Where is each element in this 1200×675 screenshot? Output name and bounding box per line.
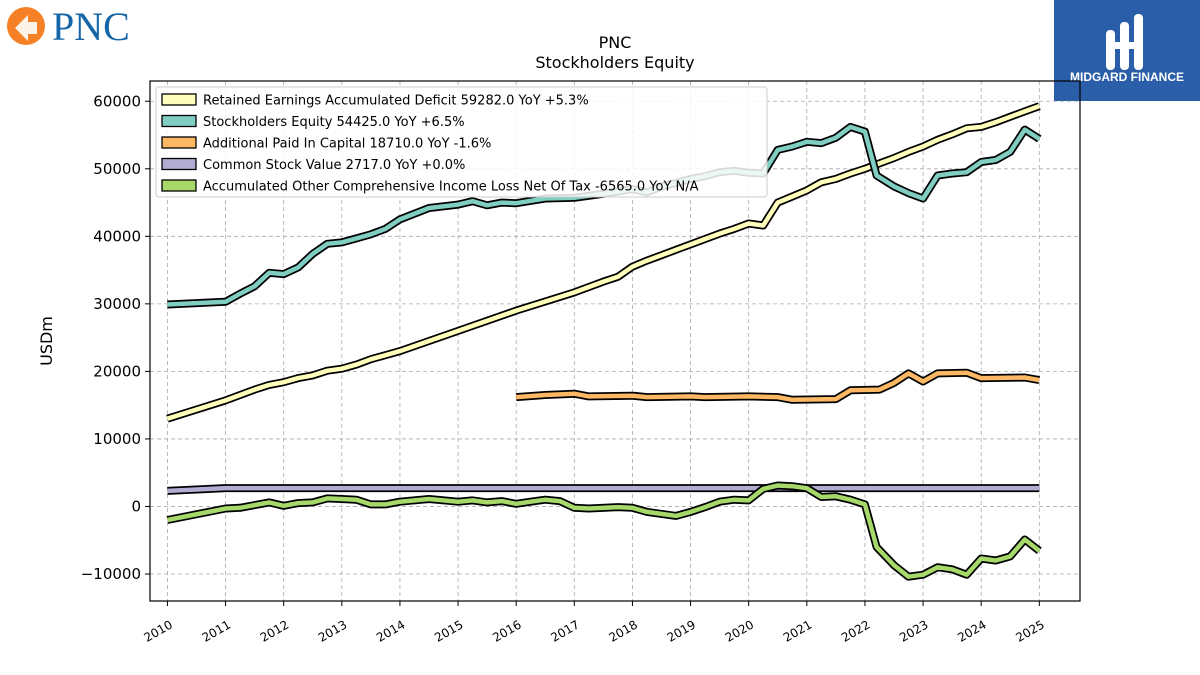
x-tick-label: 2012 xyxy=(258,617,291,644)
series-line-outline xyxy=(166,481,1042,581)
y-tick-label: 50000 xyxy=(93,160,141,178)
x-tick-label: 2017 xyxy=(548,617,581,644)
chart-title: PNC xyxy=(599,33,632,52)
x-tick-label: 2020 xyxy=(723,617,756,644)
x-tick-label: 2016 xyxy=(490,617,523,644)
legend-box xyxy=(155,86,768,198)
series-line xyxy=(166,483,1041,579)
x-tick-label: 2018 xyxy=(606,617,639,644)
y-axis-ticks: −10000 0 10000 20000 30000 40000 50000 60000 xyxy=(81,92,150,583)
y-axis-label: USDm xyxy=(37,316,56,366)
legend-swatch xyxy=(161,136,197,149)
legend-swatch xyxy=(161,157,197,171)
y-tick-label: 0 xyxy=(131,497,141,515)
plot-area-frame xyxy=(149,80,1081,602)
x-tick-label: 2019 xyxy=(665,617,698,644)
midgard-logo-graphic: MIDGARD FINANCE xyxy=(1070,14,1184,84)
x-tick-label: 2022 xyxy=(839,617,872,644)
pnc-logo-text: PNC xyxy=(52,6,130,49)
legend-swatch xyxy=(161,93,197,106)
x-tick-label: 2010 xyxy=(141,617,174,644)
series-line xyxy=(516,370,1040,403)
y-tick-label: 20000 xyxy=(93,362,141,380)
pnc-logo: PNC xyxy=(6,4,156,50)
legend-swatch xyxy=(161,114,197,128)
y-tick-label: 30000 xyxy=(93,295,141,313)
legend-label: Additional Paid In Capital 18710.0 YoY -… xyxy=(203,137,491,152)
series-0 xyxy=(166,102,1041,423)
legend-label: Stockholders Equity 54425.0 YoY +6.5% xyxy=(203,115,465,130)
x-tick-label: 2021 xyxy=(781,617,814,644)
legend-label: Common Stock Value 2717.0 YoY +0.0% xyxy=(203,158,465,173)
series-2 xyxy=(515,368,1041,404)
x-tick-label: 2011 xyxy=(200,617,233,644)
x-axis-ticks: 2010 2011 2012 2013 2014 2015 2016 2017 2018 2019… xyxy=(141,601,1047,645)
series-3 xyxy=(167,484,1040,495)
y-tick-label: 10000 xyxy=(93,430,141,448)
series-4 xyxy=(166,481,1042,581)
pnc-logo-graphic: PNC xyxy=(7,4,130,49)
x-tick-label: 2025 xyxy=(1013,617,1046,644)
chart-legend: Retained Earnings Accumulated Deficit 59… xyxy=(155,86,768,198)
midgard-finance-logo: MIDGARD FINANCE xyxy=(1054,0,1200,101)
legend-label: Accumulated Other Comprehensive Income L… xyxy=(203,180,699,195)
y-tick-label: 40000 xyxy=(93,227,141,245)
x-tick-label: 2015 xyxy=(432,617,465,644)
x-tick-label: 2023 xyxy=(897,617,930,644)
y-tick-label: 60000 xyxy=(93,92,141,110)
y-tick-label: −10000 xyxy=(81,565,141,583)
legend-label: Retained Earnings Accumulated Deficit 59… xyxy=(203,94,589,109)
chart-subtitle: Stockholders Equity xyxy=(535,53,694,72)
x-tick-label: 2014 xyxy=(374,617,407,644)
pnc-logo-mark xyxy=(15,15,37,41)
x-tick-label: 2024 xyxy=(955,617,988,644)
legend-swatch xyxy=(161,179,197,192)
midgard-logo-mark xyxy=(1106,14,1143,70)
series-line xyxy=(166,103,1041,421)
midgard-logo-text: MIDGARD FINANCE xyxy=(1070,70,1184,84)
x-tick-label: 2013 xyxy=(316,617,349,644)
